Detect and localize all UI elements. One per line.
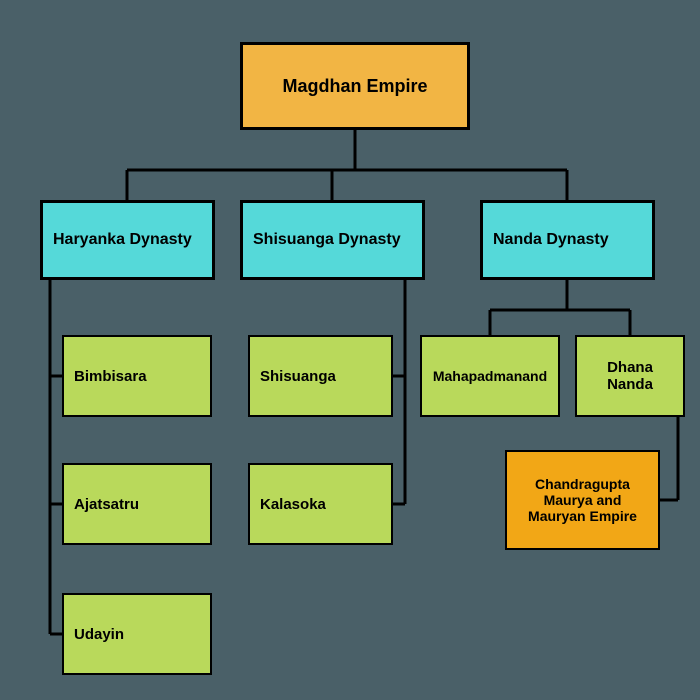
leaf-label: Bimbisara (74, 368, 147, 385)
root-node: Magdhan Empire (240, 42, 470, 130)
leaf-node: Chandragupta Maurya and Mauryan Empire (505, 450, 660, 550)
leaf-label: Kalasoka (260, 496, 326, 513)
leaf-node: Kalasoka (248, 463, 393, 545)
dynasty-label: Haryanka Dynasty (53, 231, 192, 249)
leaf-node: Ajatsatru (62, 463, 212, 545)
leaf-node: Dhana Nanda (575, 335, 685, 417)
leaf-label: Shisuanga (260, 368, 336, 385)
leaf-node: Mahapadmanand (420, 335, 560, 417)
leaf-label: Udayin (74, 626, 124, 643)
leaf-node: Shisuanga (248, 335, 393, 417)
dynasty-label: Nanda Dynasty (493, 231, 609, 249)
leaf-node: Udayin (62, 593, 212, 675)
dynasty-node-haryanka: Haryanka Dynasty (40, 200, 215, 280)
leaf-label: Mahapadmanand (433, 368, 547, 384)
leaf-label: Ajatsatru (74, 496, 139, 513)
leaf-node: Bimbisara (62, 335, 212, 417)
leaf-label: Chandragupta Maurya and Mauryan Empire (517, 476, 648, 524)
leaf-label: Dhana Nanda (587, 359, 673, 393)
dynasty-label: Shisuanga Dynasty (253, 231, 401, 249)
dynasty-node-nanda: Nanda Dynasty (480, 200, 655, 280)
root-label: Magdhan Empire (282, 76, 427, 97)
dynasty-node-shisuanga: Shisuanga Dynasty (240, 200, 425, 280)
